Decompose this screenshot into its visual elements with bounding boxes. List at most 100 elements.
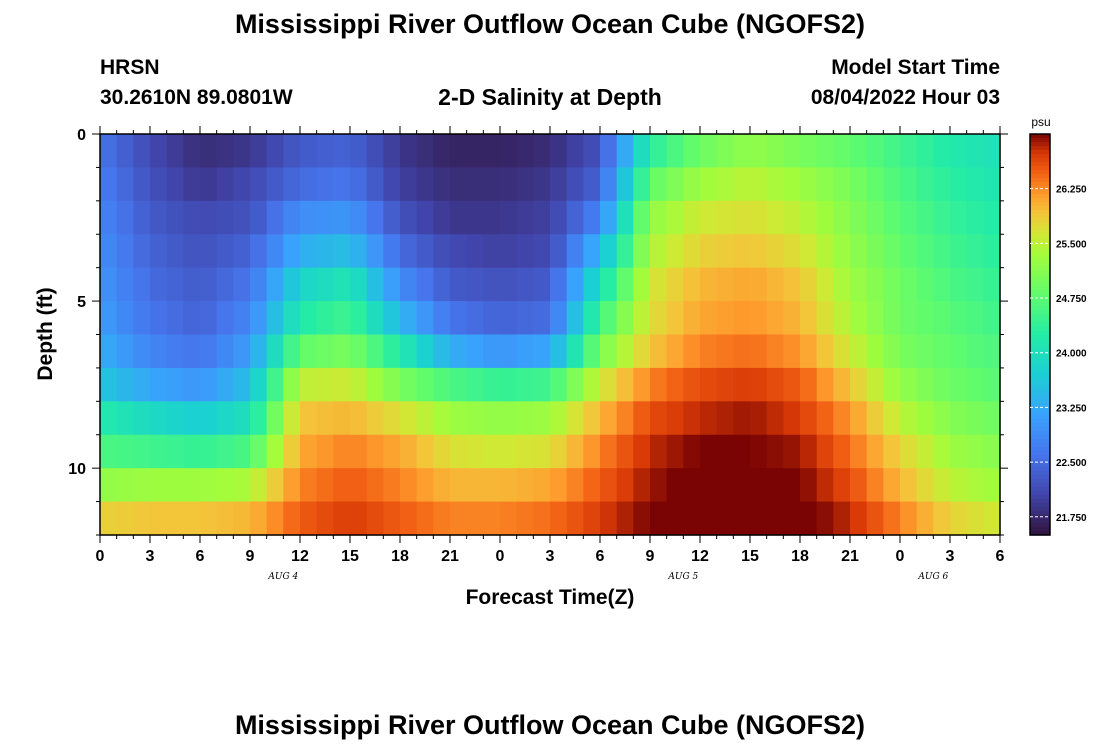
heatmap-cell [666, 167, 684, 202]
colorbar-segment [1030, 438, 1050, 444]
heatmap-cell [600, 334, 618, 369]
heatmap-cell [116, 468, 134, 503]
x-tick-label: 15 [741, 548, 759, 565]
heatmap-cell [933, 501, 951, 536]
heatmap-cell [366, 134, 384, 169]
heatmap-cell [516, 167, 534, 202]
colorbar-segment [1030, 230, 1050, 235]
heatmap-cell [316, 434, 334, 469]
heatmap-cell [166, 434, 184, 469]
colorbar-segment [1030, 530, 1050, 536]
x-tick-label: 15 [341, 548, 359, 565]
heatmap-cell [316, 234, 334, 269]
colorbar-segment [1030, 442, 1050, 448]
heatmap-cell [216, 334, 234, 369]
heatmap-cell [883, 401, 901, 436]
heatmap-cell [850, 134, 868, 169]
heatmap-cell [966, 167, 984, 202]
heatmap-cell [200, 167, 218, 202]
heatmap-cell [866, 367, 884, 402]
heatmap-cell [750, 367, 768, 402]
heatmap-cell [483, 200, 501, 235]
heatmap-cell [600, 234, 618, 269]
heatmap-cell [650, 301, 668, 336]
heatmap-cell [266, 134, 284, 169]
colorbar-segment [1030, 286, 1050, 291]
heatmap-cell [883, 234, 901, 269]
heatmap-cell [600, 200, 618, 235]
heatmap-cell [850, 367, 868, 402]
heatmap-cell [133, 334, 151, 369]
heatmap-cell [483, 167, 501, 202]
heatmap-cell [333, 234, 351, 269]
heatmap-cell [366, 367, 384, 402]
colorbar-segment [1030, 402, 1050, 408]
heatmap-cell [650, 434, 668, 469]
heatmap-cell [950, 367, 968, 402]
colorbar-label: 24.750 [1056, 294, 1087, 305]
heatmap-cell [200, 501, 218, 536]
heatmap-cell [283, 267, 301, 302]
heatmap-cell [883, 267, 901, 302]
heatmap-cell [466, 234, 484, 269]
heatmap-cell [750, 134, 768, 169]
colorbar-segment [1030, 182, 1050, 187]
heatmap-cell [183, 401, 201, 436]
heatmap-cell [733, 401, 751, 436]
heatmap-cell [883, 434, 901, 469]
heatmap-cell [350, 334, 368, 369]
x-axis-label: Forecast Time(Z) [466, 586, 635, 609]
colorbar-segment [1030, 450, 1050, 456]
heatmap-cell [583, 334, 601, 369]
heatmap-cell [333, 468, 351, 503]
heatmap-cell [633, 301, 651, 336]
heatmap-cell [416, 200, 434, 235]
heatmap-cells [100, 134, 1001, 536]
heatmap-cell [233, 134, 251, 169]
heatmap-cell [450, 234, 468, 269]
heatmap-cell [566, 434, 584, 469]
colorbar-segment [1030, 306, 1050, 312]
heatmap-cell [266, 301, 284, 336]
heatmap-cell [516, 267, 534, 302]
heatmap-cell [850, 468, 868, 503]
heatmap-cell [250, 167, 268, 202]
heatmap-cell [250, 434, 268, 469]
heatmap-cell [366, 434, 384, 469]
heatmap-cell [866, 200, 884, 235]
heatmap-cell [216, 234, 234, 269]
heatmap-cell [666, 301, 684, 336]
heatmap-cell [650, 401, 668, 436]
heatmap-cell [850, 267, 868, 302]
heatmap-cell [233, 301, 251, 336]
heatmap-cell [466, 134, 484, 169]
heatmap-cell [333, 301, 351, 336]
heatmap-cell [183, 367, 201, 402]
colorbar-segment [1030, 150, 1050, 155]
heatmap-cell [533, 234, 551, 269]
heatmap-cell [883, 468, 901, 503]
heatmap-cell [883, 367, 901, 402]
colorbar-segment [1030, 238, 1050, 243]
salinity-heatmap-chart: 0 3 6 9 12 15 18 21 0 3 6 9 12 15 18 21 0 3 6 AUG 4 AUG 5 AUG… [34, 115, 1087, 609]
heatmap-cell [433, 334, 451, 369]
heatmap-cell [750, 334, 768, 369]
date-label: AUG 4 [267, 572, 298, 582]
heatmap-cell [216, 134, 234, 169]
heatmap-cell [133, 401, 151, 436]
heatmap-cell [716, 334, 734, 369]
heatmap-cell [816, 167, 834, 202]
heatmap-cell [900, 267, 918, 302]
x-tick-label: 0 [96, 548, 105, 565]
heatmap-cell [516, 134, 534, 169]
heatmap-cell [633, 334, 651, 369]
heatmap-cell [916, 234, 934, 269]
heatmap-cell [716, 234, 734, 269]
heatmap-cell [483, 501, 501, 536]
heatmap-cell [616, 334, 634, 369]
heatmap-cell [316, 134, 334, 169]
colorbar-label: 21.750 [1056, 513, 1087, 524]
heatmap-cell [600, 134, 618, 169]
colorbar-segment [1030, 510, 1050, 516]
heatmap-cell [233, 167, 251, 202]
